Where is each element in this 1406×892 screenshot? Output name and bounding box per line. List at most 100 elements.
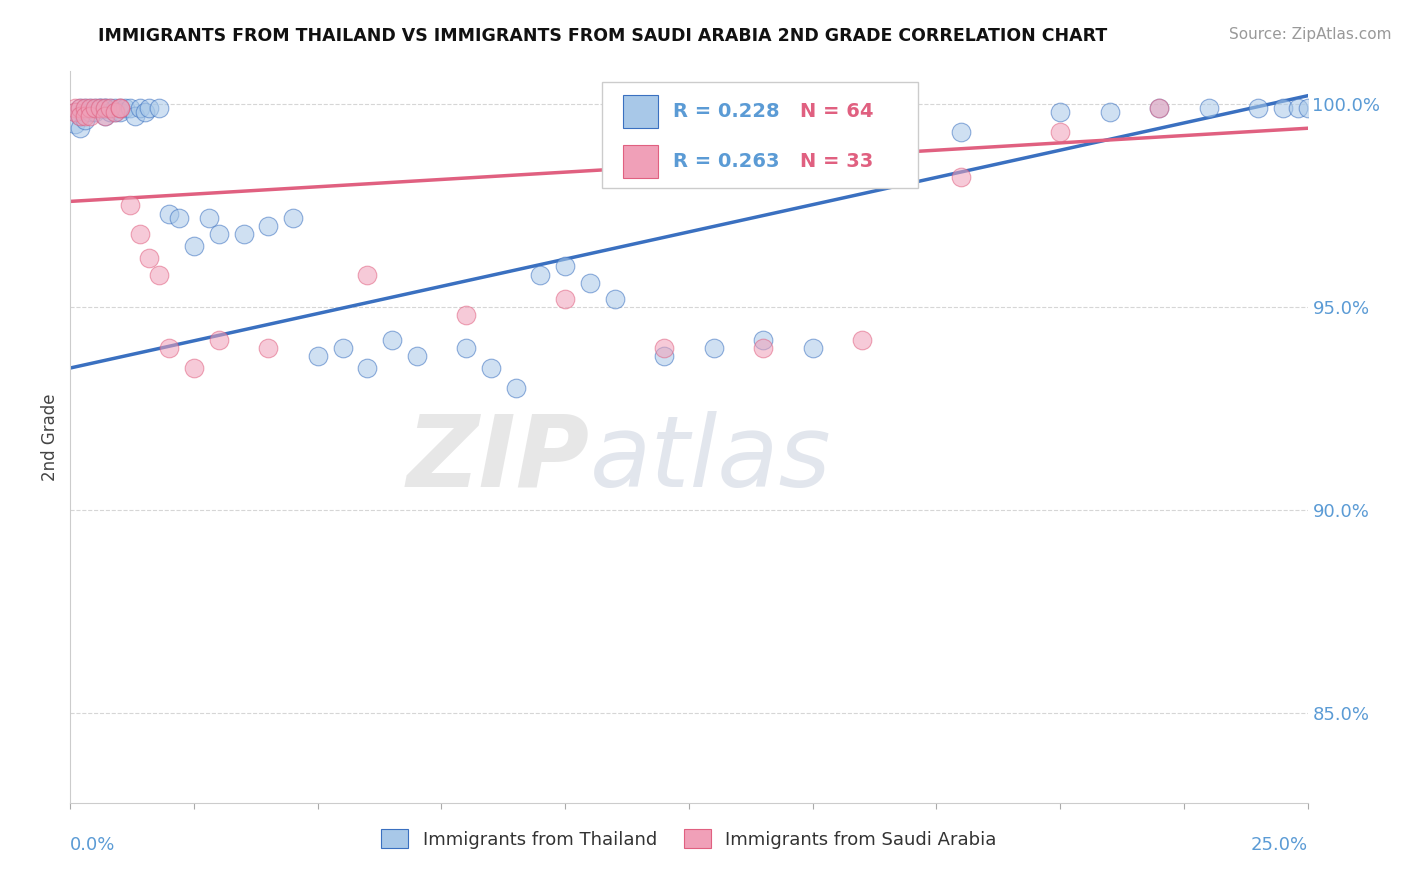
Point [84, 101, 107, 115]
Point [79, 105, 101, 120]
Point [75, 101, 97, 115]
Point [84, 105, 107, 120]
Point [257, 219, 280, 233]
Point [950, 125, 973, 139]
Point [157, 341, 180, 355]
Point [1098, 105, 1121, 120]
Point [381, 333, 404, 347]
Text: atlas: atlas [591, 410, 831, 508]
Point [84, 101, 107, 115]
Point [603, 292, 626, 306]
Point [69, 109, 91, 123]
Point [79, 101, 101, 115]
Point [79, 101, 101, 115]
Point [79, 109, 101, 123]
Point [1296, 101, 1319, 115]
Y-axis label: 2nd Grade: 2nd Grade [41, 393, 59, 481]
Point [69, 101, 91, 115]
Text: 25.0%: 25.0% [1250, 836, 1308, 854]
Text: Source: ZipAtlas.com: Source: ZipAtlas.com [1229, 27, 1392, 42]
Point [128, 227, 150, 241]
Point [94, 101, 117, 115]
Point [118, 198, 141, 212]
Point [183, 361, 205, 376]
Point [505, 381, 527, 395]
Point [138, 101, 160, 115]
Point [75, 113, 97, 128]
Point [108, 105, 131, 120]
Point [1198, 101, 1220, 115]
Point [554, 292, 576, 306]
Text: IMMIGRANTS FROM THAILAND VS IMMIGRANTS FROM SAUDI ARABIA 2ND GRADE CORRELATION C: IMMIGRANTS FROM THAILAND VS IMMIGRANTS F… [98, 27, 1108, 45]
Point [118, 101, 141, 115]
Point [104, 105, 127, 120]
Text: N = 33: N = 33 [800, 152, 873, 171]
Point [94, 109, 117, 123]
Point [148, 101, 170, 115]
Point [198, 211, 221, 225]
Point [1147, 101, 1170, 115]
Point [89, 101, 111, 115]
Point [75, 109, 97, 123]
Point [851, 333, 873, 347]
Point [65, 117, 87, 131]
Point [138, 252, 160, 266]
Point [134, 105, 156, 120]
Point [128, 101, 150, 115]
Point [167, 211, 190, 225]
Point [405, 349, 427, 363]
Point [1286, 101, 1309, 115]
Point [89, 101, 111, 115]
Point [257, 341, 280, 355]
Point [356, 361, 378, 376]
Point [652, 349, 675, 363]
Point [148, 268, 170, 282]
Point [579, 276, 602, 290]
Text: R = 0.228: R = 0.228 [673, 102, 779, 121]
Point [652, 341, 675, 355]
Point [108, 101, 131, 115]
Point [75, 105, 97, 120]
Bar [623, 145, 658, 178]
Point [108, 101, 131, 115]
Point [94, 101, 117, 115]
Text: N = 64: N = 64 [800, 102, 873, 121]
Legend: Immigrants from Thailand, Immigrants from Saudi Arabia: Immigrants from Thailand, Immigrants fro… [374, 822, 1004, 856]
Point [703, 341, 725, 355]
Point [69, 121, 91, 136]
Point [108, 101, 131, 115]
Point [65, 105, 87, 120]
Point [75, 101, 97, 115]
Point [69, 101, 91, 115]
Point [65, 101, 87, 115]
Point [98, 101, 121, 115]
Text: R = 0.263: R = 0.263 [673, 152, 779, 171]
Point [124, 109, 146, 123]
Point [232, 227, 254, 241]
Point [1247, 101, 1270, 115]
Bar [623, 95, 658, 128]
Text: ZIP: ZIP [406, 410, 591, 508]
Point [950, 169, 973, 184]
Point [98, 105, 121, 120]
Point [94, 109, 117, 123]
Point [1049, 105, 1071, 120]
Point [94, 101, 117, 115]
Point [65, 105, 87, 120]
Point [752, 341, 775, 355]
Point [208, 227, 231, 241]
Point [1049, 125, 1071, 139]
Point [104, 101, 127, 115]
Point [456, 308, 478, 322]
Point [752, 333, 775, 347]
Point [554, 260, 576, 274]
Point [479, 361, 502, 376]
Point [104, 105, 127, 120]
Point [69, 109, 91, 123]
FancyBboxPatch shape [602, 82, 918, 188]
Point [529, 268, 551, 282]
Point [851, 158, 873, 172]
Point [98, 101, 121, 115]
Point [114, 101, 136, 115]
Point [307, 349, 329, 363]
